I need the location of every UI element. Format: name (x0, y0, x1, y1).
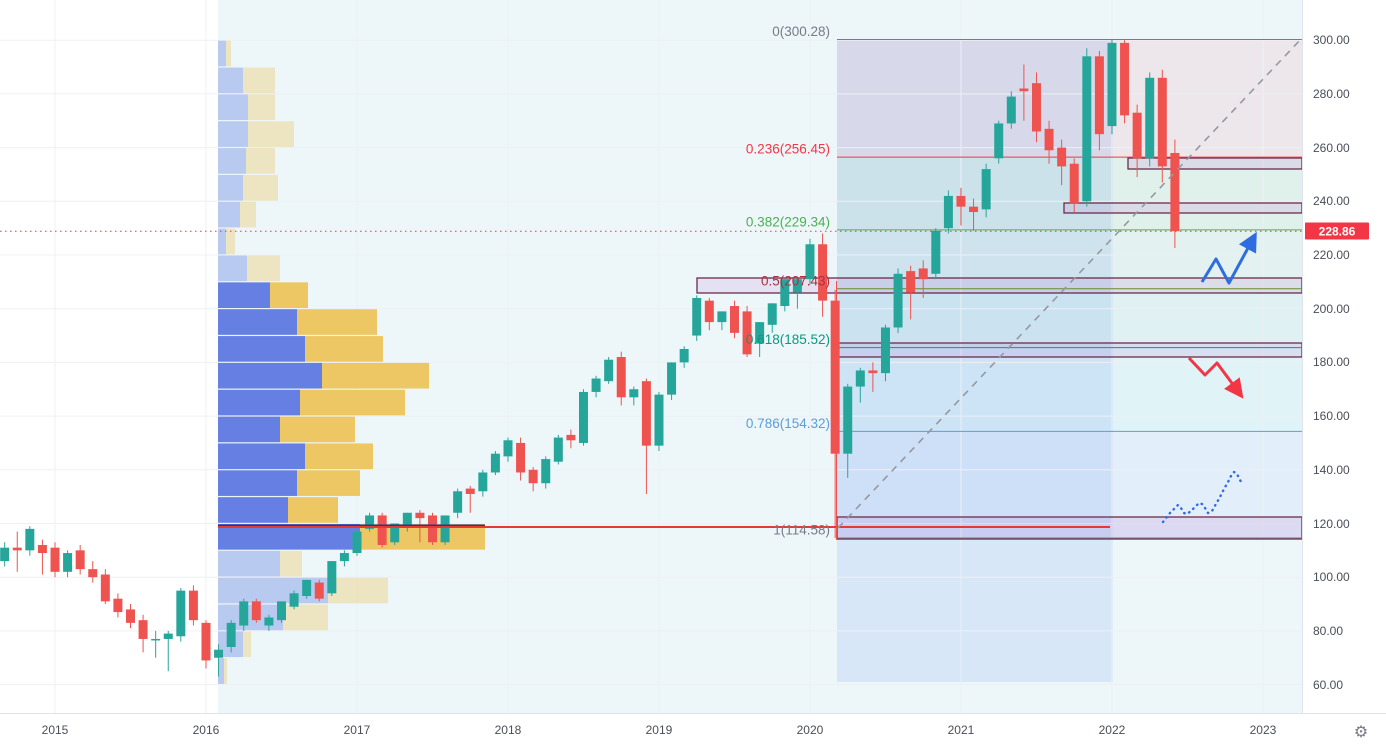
svg-text:0.5(207.43): 0.5(207.43) (761, 273, 830, 288)
year-tick-label: 2019 (645, 723, 673, 737)
current-price-badge: 228.86 (1305, 222, 1369, 240)
price-tick-label: 280.00 (1313, 86, 1350, 101)
year-tick-label: 2016 (192, 723, 220, 737)
year-tick-label: 2017 (343, 723, 371, 737)
price-tick-label: 80.00 (1313, 623, 1344, 638)
year-tick-label: 2022 (1098, 723, 1126, 737)
price-tick-label: 120.00 (1313, 516, 1350, 531)
annotation-arrows (1161, 231, 1257, 524)
price-axis[interactable]: 228.86 300.00 280.00 260.00 240.00 220.00 200… (1302, 0, 1386, 713)
gear-icon[interactable]: ⚙ (1353, 721, 1369, 741)
gridlines (0, 0, 1302, 713)
fib-labels: 0(300.28) 0.236(256.45) 0.382(229.34) 0.5(2… (746, 24, 830, 538)
price-tick-label: 200.00 (1313, 301, 1350, 316)
price-tick-label: 140.00 (1313, 462, 1350, 477)
drawn-lines (218, 37, 1302, 540)
svg-text:0(300.28): 0(300.28) (772, 24, 830, 39)
year-tick-label: 2018 (494, 723, 522, 737)
svg-text:1(114.58): 1(114.58) (773, 523, 830, 538)
price-tick-label: 240.00 (1313, 194, 1350, 209)
price-tick-label: 300.00 (1313, 33, 1350, 48)
price-tick-label: 60.00 (1313, 677, 1344, 692)
fib-levels (837, 38, 1302, 539)
svg-text:0.236(256.45): 0.236(256.45) (746, 142, 830, 157)
price-tick-label: 260.00 (1313, 140, 1350, 155)
price-tick-label: 160.00 (1313, 409, 1350, 424)
price-tick-label: 100.00 (1313, 570, 1350, 585)
year-tick-label: 2020 (796, 723, 824, 737)
svg-text:0.382(229.34): 0.382(229.34) (746, 214, 830, 229)
chart-canvas[interactable]: 0(300.28) 0.236(256.45) 0.382(229.34) 0.5(2… (0, 0, 1302, 713)
time-axis[interactable]: 2015 2016 2017 2018 2019 2020 2021 2022 2023 (0, 713, 1386, 747)
volume-profile (218, 40, 485, 684)
svg-text:0.786(154.32): 0.786(154.32) (746, 416, 830, 431)
price-tick-label: 180.00 (1313, 355, 1350, 370)
svg-text:0.618(185.52): 0.618(185.52) (746, 332, 830, 347)
year-tick-label: 2023 (1249, 723, 1277, 737)
year-tick-label: 2021 (947, 723, 975, 737)
year-tick-label: 2015 (41, 723, 69, 737)
price-tick-label: 220.00 (1313, 248, 1350, 262)
candles (0, 39, 1180, 677)
